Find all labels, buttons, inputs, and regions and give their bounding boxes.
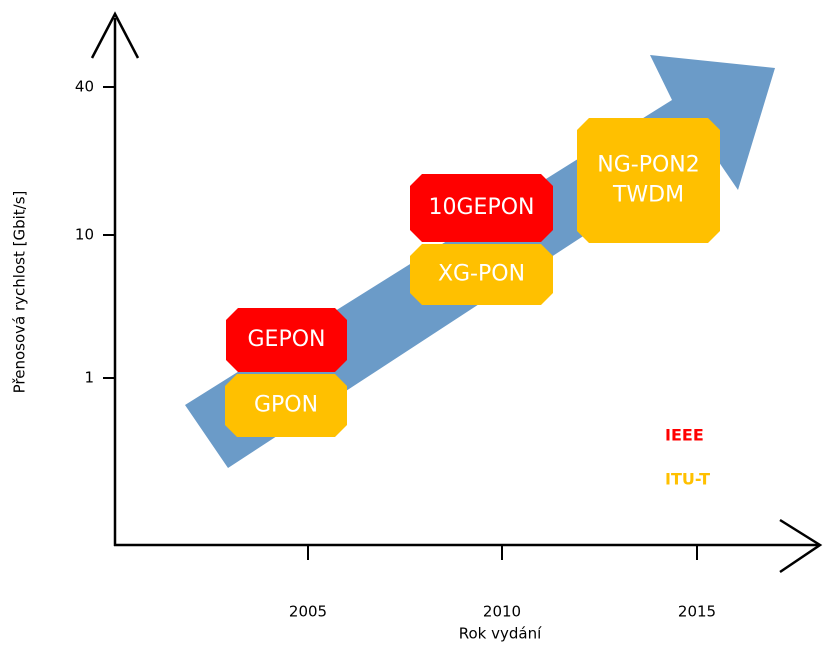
x-tick-label: 2010 xyxy=(483,603,521,621)
node-label: GEPON xyxy=(248,327,326,352)
node-label: 10GEPON xyxy=(429,195,535,220)
node-box xyxy=(410,244,553,305)
x-axis-label: Rok vydání xyxy=(459,625,542,643)
x-axis-arrow xyxy=(779,518,823,574)
node-label: XG-PON xyxy=(438,262,525,287)
node-box xyxy=(225,374,347,437)
x-tick-label: 2005 xyxy=(289,603,327,621)
y-tick-label: 40 xyxy=(75,78,94,96)
node-box xyxy=(226,308,347,372)
y-tick-label: 1 xyxy=(84,369,94,387)
node-box xyxy=(577,118,720,243)
y-axis-label: Přenosová rychlost [Gbit/s] xyxy=(11,191,29,394)
y-tick-label: 10 xyxy=(75,226,94,244)
node-label: GPON xyxy=(254,393,318,418)
legend-label: IEEE xyxy=(665,426,704,445)
node-box xyxy=(410,174,553,242)
legend-label: ITU-T xyxy=(665,470,710,489)
node-label: NG-PON2 xyxy=(597,153,699,178)
x-tick-label: 2015 xyxy=(678,603,716,621)
y-axis-arrow xyxy=(90,11,140,59)
node-label: TWDM xyxy=(612,183,684,208)
